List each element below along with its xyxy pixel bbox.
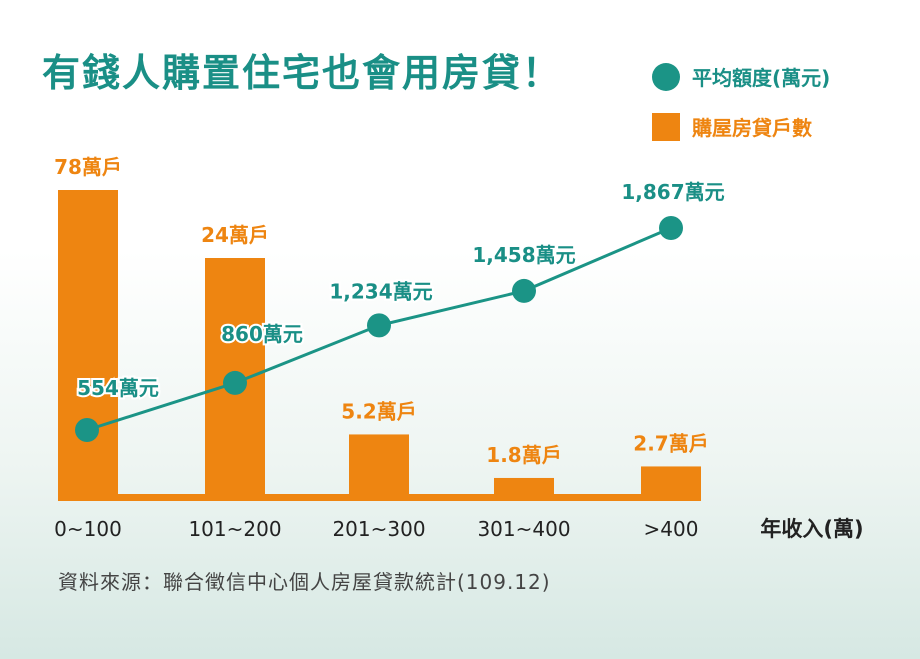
- bar-0: [58, 190, 118, 501]
- line-point-2: [367, 313, 391, 338]
- x-tick-label-4: >400: [644, 517, 699, 541]
- line-label-3: 1,458萬元: [472, 243, 575, 267]
- line-label-4: 1,867萬元: [621, 180, 724, 204]
- bar-label-3: 1.8萬戶: [486, 443, 561, 467]
- line-point-3: [512, 278, 536, 303]
- x-axis-label: 年收入(萬): [760, 517, 863, 541]
- bar-3: [494, 477, 554, 501]
- bar-label-1: 24萬戶: [201, 223, 269, 247]
- line-label-0: 554萬元: [77, 376, 159, 400]
- source-note: 資料來源：聯合徵信中心個人房屋貸款統計(109.12): [58, 570, 551, 594]
- x-tick-label-2: 201~300: [332, 517, 425, 541]
- line-point-1: [223, 370, 247, 395]
- x-tick-label-0: 0~100: [54, 517, 122, 541]
- legend-bar-icon: [652, 112, 680, 141]
- legend-bar-label: 購屋房貸戶數: [692, 116, 812, 140]
- bar-label-4: 2.7萬戶: [633, 431, 708, 455]
- legend-line-item: 平均額度(萬元): [652, 62, 830, 91]
- line-label-2: 1,234萬元: [329, 279, 432, 303]
- chart-title: 有錢人購置住宅也會用房貸！: [42, 51, 563, 95]
- legend-bar-item: 購屋房貸戶數: [652, 112, 812, 141]
- x-tick-label-1: 101~200: [188, 517, 281, 541]
- x-tick-label-3: 301~400: [477, 517, 570, 541]
- legend-dot-icon: [652, 62, 680, 91]
- line-label-1: 860萬元: [221, 322, 303, 346]
- line-point-0: [75, 418, 99, 442]
- bar-label-0: 78萬戶: [54, 155, 122, 179]
- bar-4: [641, 466, 701, 501]
- bar-label-2: 5.2萬戶: [341, 399, 416, 423]
- bar-2: [349, 434, 409, 501]
- legend-line-label: 平均額度(萬元): [692, 66, 831, 90]
- line-point-4: [659, 216, 683, 240]
